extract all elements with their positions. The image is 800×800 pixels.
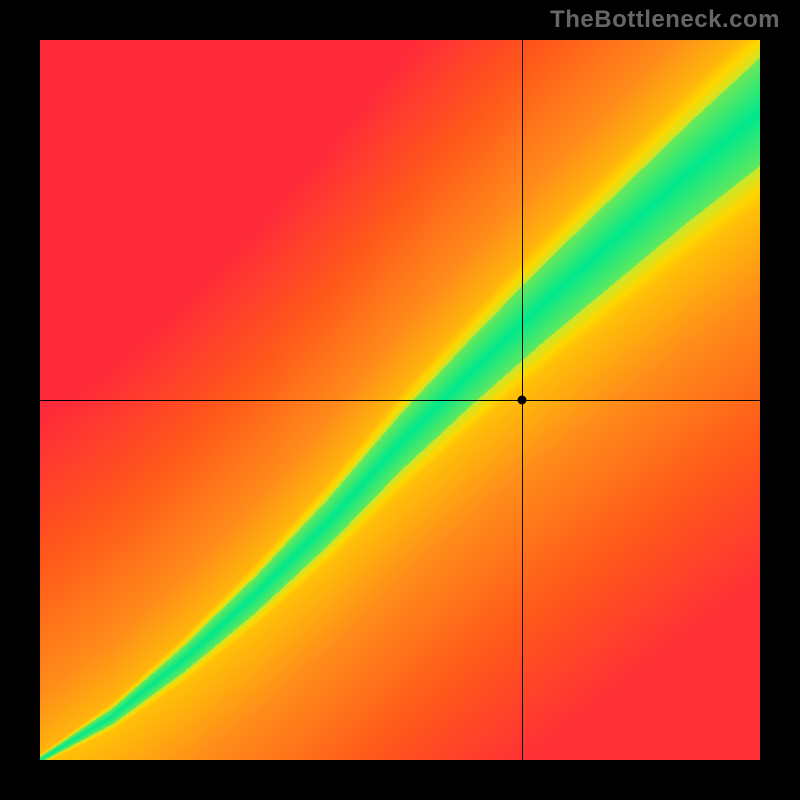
heatmap-plot (40, 40, 760, 760)
chart-container: TheBottleneck.com (0, 0, 800, 800)
crosshair-marker (518, 396, 527, 405)
watermark-text: TheBottleneck.com (550, 6, 780, 34)
crosshair-horizontal (40, 400, 760, 401)
